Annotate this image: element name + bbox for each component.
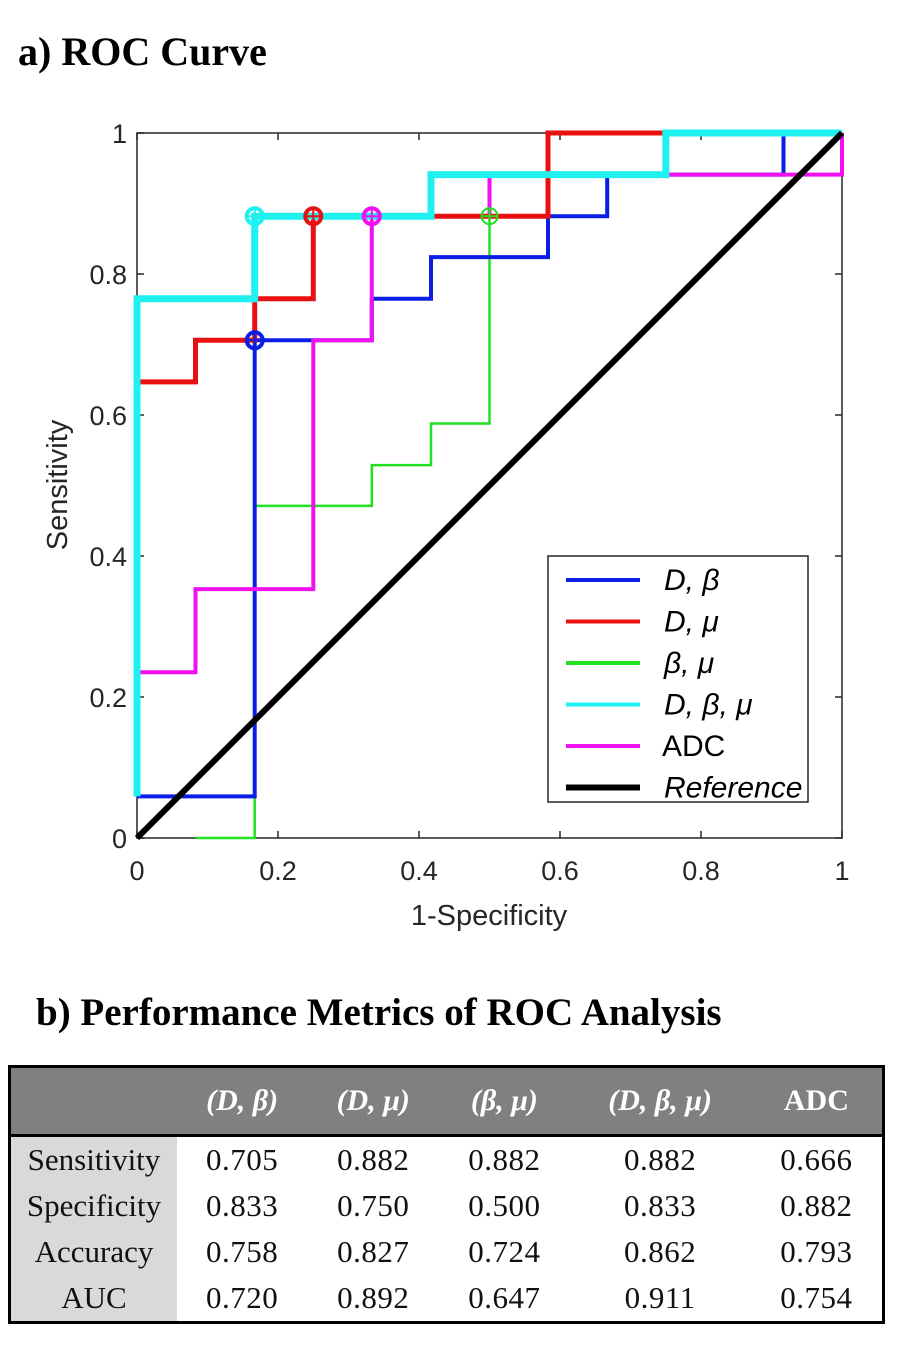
roc-chart-title: a) ROC Curve xyxy=(18,29,267,74)
table-cell: 0.724 xyxy=(468,1234,541,1269)
header-cell xyxy=(9,1066,177,1137)
table-cell: 0.882 xyxy=(780,1188,853,1223)
x-tick-label: 0 xyxy=(129,856,144,886)
header-cell: (D, μ) xyxy=(307,1066,440,1137)
legend-label: D, β, μ xyxy=(664,689,753,722)
table-cell: 0.758 xyxy=(205,1234,279,1269)
row-label: Accuracy xyxy=(9,1229,177,1275)
x-tick-label: 0.2 xyxy=(259,856,297,886)
legend-box xyxy=(547,555,809,803)
row-label: Specificity xyxy=(9,1183,177,1229)
x-axis-label: 1-Specificity xyxy=(411,900,568,932)
y-tick-label: 0 xyxy=(112,824,127,854)
header-cell: (β, μ) xyxy=(439,1066,570,1137)
legend-label: β, μ xyxy=(663,647,714,680)
header-cell: (D, β) xyxy=(177,1066,308,1137)
series-layer xyxy=(133,129,845,841)
x-tick-label: 0.6 xyxy=(541,856,579,886)
axis-ticks: 0 0.2 0.4 0.6 0.8 1 0 0.2 0.4 0.6 0.8 1 xyxy=(89,119,849,886)
table-cell: 0.754 xyxy=(780,1280,853,1315)
x-tick-label: 1 xyxy=(834,856,849,886)
header-cell: (D, β, μ) xyxy=(569,1066,751,1137)
metrics-table: (D, β) (D, μ) (β, μ) (D, β, μ) ADC Sensi… xyxy=(8,1065,885,1324)
table-cell: 0.882 xyxy=(624,1142,697,1177)
y-tick-label: 0.4 xyxy=(89,542,127,572)
legend-label: Reference xyxy=(664,772,802,805)
table-header-row: (D, β) (D, μ) (β, μ) (D, β, μ) ADC xyxy=(9,1066,884,1137)
table-cell: 0.666 xyxy=(780,1142,853,1177)
table-cell: 0.647 xyxy=(468,1280,541,1315)
table-cell: 0.705 xyxy=(205,1142,279,1177)
table-cell: 0.827 xyxy=(337,1234,410,1269)
y-tick-label: 0.8 xyxy=(89,260,127,290)
table-cell: 0.892 xyxy=(337,1280,410,1315)
legend-label: D, μ xyxy=(664,606,719,639)
series-line-3 xyxy=(133,129,842,797)
y-tick-label: 1 xyxy=(112,119,127,149)
roc-chart: 0 0.2 0.4 0.6 0.8 1 0 0.2 0.4 0.6 0.8 1 1-Specifici… xyxy=(42,119,850,932)
table-row: Sensitivity 0.705 0.882 0.882 0.882 0.66… xyxy=(9,1135,884,1183)
x-tick-label: 0.4 xyxy=(400,856,438,886)
table-row: Specificity 0.833 0.750 0.500 0.833 0.88… xyxy=(9,1183,884,1229)
table-cell: 0.793 xyxy=(780,1234,853,1269)
table-cell: 0.882 xyxy=(337,1142,410,1177)
table-row: Accuracy 0.758 0.827 0.724 0.862 0.793 xyxy=(9,1229,884,1275)
table-cell: 0.750 xyxy=(337,1188,410,1223)
row-label: Sensitivity xyxy=(9,1135,177,1183)
legend-label: ADC xyxy=(662,730,725,763)
row-label: AUC xyxy=(9,1275,177,1323)
table-cell: 0.833 xyxy=(205,1188,279,1223)
legend-label: D, β xyxy=(664,564,719,597)
table-cell: 0.911 xyxy=(624,1280,696,1315)
metrics-title: b) Performance Metrics of ROC Analysis xyxy=(36,991,722,1034)
table-cell: 0.500 xyxy=(468,1188,541,1223)
y-axis-label: Sensitivity xyxy=(42,419,74,550)
header-cell: ADC xyxy=(750,1066,884,1137)
table-cell: 0.833 xyxy=(624,1188,697,1223)
y-tick-label: 0.6 xyxy=(89,401,127,431)
series-line-reference xyxy=(134,130,845,841)
legend: D, β D, μ β, μ D, β, μ ADC Reference xyxy=(547,555,809,805)
table-cell: 0.720 xyxy=(205,1280,279,1315)
table-cell: 0.882 xyxy=(468,1142,541,1177)
x-tick-label: 0.8 xyxy=(682,856,720,886)
y-tick-label: 0.2 xyxy=(89,683,127,713)
table-cell: 0.862 xyxy=(624,1234,697,1269)
table-row: AUC 0.720 0.892 0.647 0.911 0.754 xyxy=(9,1275,884,1323)
